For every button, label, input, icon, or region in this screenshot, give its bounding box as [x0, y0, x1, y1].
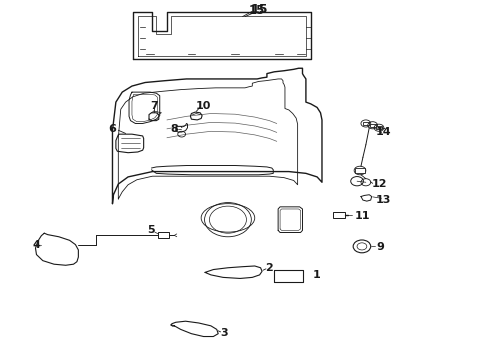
Text: 7: 7 [150, 101, 158, 111]
Text: 5: 5 [147, 225, 155, 235]
FancyBboxPatch shape [355, 168, 365, 173]
Text: 12: 12 [371, 179, 387, 189]
FancyBboxPatch shape [363, 122, 369, 125]
Text: 11: 11 [355, 211, 370, 221]
Text: 6: 6 [109, 124, 117, 134]
Text: 3: 3 [220, 328, 228, 338]
Text: 8: 8 [171, 124, 178, 134]
Text: 4: 4 [32, 240, 40, 250]
FancyBboxPatch shape [158, 233, 169, 238]
FancyBboxPatch shape [333, 212, 345, 218]
FancyBboxPatch shape [376, 126, 382, 129]
Text: 15: 15 [249, 4, 266, 17]
Text: 14: 14 [376, 127, 392, 138]
Text: 13: 13 [376, 195, 392, 205]
Text: 1: 1 [312, 270, 320, 280]
Text: 2: 2 [266, 263, 273, 273]
Text: 9: 9 [376, 242, 385, 252]
FancyBboxPatch shape [370, 124, 375, 127]
Text: 10: 10 [196, 101, 211, 111]
Text: 15: 15 [251, 3, 269, 16]
